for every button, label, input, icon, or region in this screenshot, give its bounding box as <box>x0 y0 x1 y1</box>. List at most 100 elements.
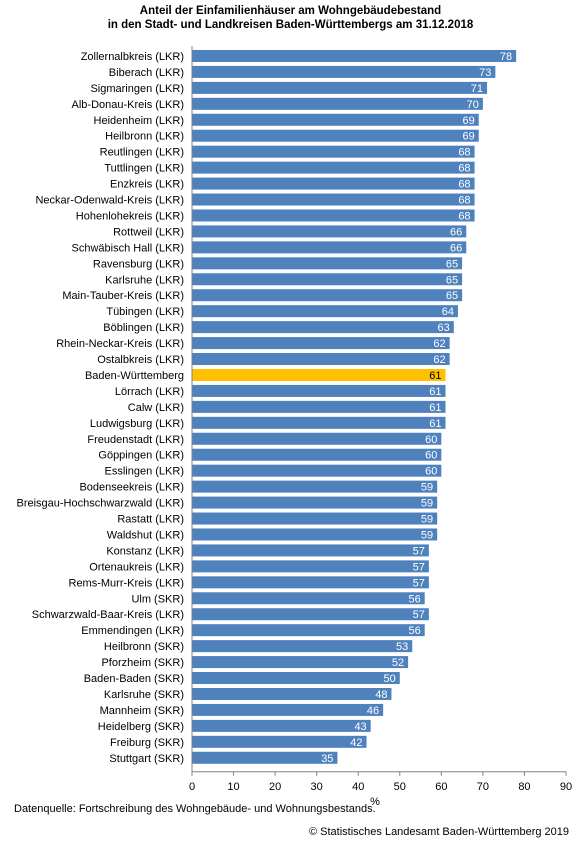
data-label: 59 <box>421 482 433 494</box>
data-label: 59 <box>421 514 433 526</box>
bar <box>192 257 463 270</box>
data-label: 50 <box>384 673 396 685</box>
category-label: Reutlingen (LKR) <box>100 147 184 159</box>
data-source: Datenquelle: Fortschreibung des Wohngebä… <box>14 803 376 815</box>
bar <box>192 432 442 445</box>
category-label: Breisgau-Hochschwarzwald (LKR) <box>16 498 184 510</box>
data-label: 57 <box>413 561 425 573</box>
category-label: Rems-Murr-Kreis (LKR) <box>69 577 185 589</box>
category-label: Göppingen (LKR) <box>98 450 184 462</box>
bar <box>192 81 488 94</box>
x-tick-label: 30 <box>311 781 323 793</box>
x-tick-label: 10 <box>227 781 239 793</box>
bar <box>192 592 425 605</box>
category-label: Baden-Württemberg <box>85 370 184 382</box>
bar <box>192 480 438 493</box>
bar <box>192 65 496 78</box>
category-label: Main-Tauber-Kreis (LKR) <box>62 290 184 302</box>
chart-title: Anteil der Einfamilienhäuser am Wohngebä… <box>0 4 581 32</box>
data-label: 64 <box>442 306 454 318</box>
category-label: Ostalbkreis (LKR) <box>97 354 184 366</box>
category-label: Ortenaukreis (LKR) <box>89 561 184 573</box>
bar <box>192 97 483 110</box>
data-label: 68 <box>458 163 470 175</box>
bar <box>192 209 475 222</box>
data-label: 60 <box>425 450 437 462</box>
category-label: Alb-Donau-Kreis (LKR) <box>72 99 184 111</box>
category-label: Heilbronn (SKR) <box>104 641 184 653</box>
category-label: Bodenseekreis (LKR) <box>79 482 184 494</box>
bar <box>192 241 467 254</box>
bar <box>192 145 475 158</box>
x-tick-label: 60 <box>435 781 447 793</box>
category-label: Esslingen (LKR) <box>105 466 184 478</box>
category-label: Freiburg (SKR) <box>110 737 184 749</box>
data-label: 57 <box>413 609 425 621</box>
chart-title-line1: Anteil der Einfamilienhäuser am Wohngebä… <box>139 5 442 17</box>
bar <box>192 464 442 477</box>
bar <box>192 49 517 62</box>
category-label: Neckar-Odenwald-Kreis (LKR) <box>35 195 184 207</box>
category-label: Waldshut (LKR) <box>107 529 184 541</box>
bar <box>192 177 475 190</box>
bar <box>192 129 479 142</box>
bar <box>192 193 475 206</box>
x-tick-label: 0 <box>189 781 195 793</box>
data-label: 66 <box>450 226 462 238</box>
category-label: Lörrach (LKR) <box>115 386 184 398</box>
category-label: Hohenlohekreis (LKR) <box>76 210 184 222</box>
category-label: Mannheim (SKR) <box>100 705 184 717</box>
data-label: 68 <box>458 147 470 159</box>
data-label: 59 <box>421 498 433 510</box>
category-label: Biberach (LKR) <box>109 67 184 79</box>
data-label: 73 <box>479 67 491 79</box>
data-label: 46 <box>367 705 379 717</box>
copyright: © Statistisches Landesamt Baden-Württemb… <box>308 826 569 838</box>
x-tick-label: 90 <box>560 781 572 793</box>
bar <box>192 576 429 589</box>
bar <box>192 496 438 509</box>
bar <box>192 113 479 126</box>
data-label: 65 <box>446 290 458 302</box>
category-label: Ludwigsburg (LKR) <box>90 418 184 430</box>
data-label: 56 <box>408 593 420 605</box>
category-label: Rottweil (LKR) <box>113 226 184 238</box>
x-axis-label: % <box>370 796 380 808</box>
bar <box>192 656 409 669</box>
category-label: Baden-Baden (SKR) <box>84 673 184 685</box>
data-label: 62 <box>433 338 445 350</box>
category-label: Freudenstadt (LKR) <box>87 434 184 446</box>
category-label: Karlsruhe (LKR) <box>105 274 184 286</box>
chart-title-line2: in den Stadt- und Landkreisen Baden-Würt… <box>107 19 474 31</box>
data-label: 52 <box>392 657 404 669</box>
category-label: Enzkreis (LKR) <box>110 179 184 191</box>
data-label: 66 <box>450 242 462 254</box>
data-label: 48 <box>375 689 387 701</box>
data-label: 53 <box>396 641 408 653</box>
data-label: 60 <box>425 434 437 446</box>
category-label: Tuttlingen (LKR) <box>104 163 184 175</box>
data-label: 42 <box>350 737 362 749</box>
data-label: 61 <box>429 418 441 430</box>
bar <box>192 225 467 238</box>
bar <box>192 448 442 461</box>
bar <box>192 528 438 541</box>
category-label: Emmendingen (LKR) <box>81 625 184 637</box>
x-tick-label: 80 <box>518 781 530 793</box>
bar <box>192 384 446 397</box>
category-label: Konstanz (LKR) <box>106 545 184 557</box>
x-tick-label: 50 <box>394 781 406 793</box>
bar <box>192 305 458 318</box>
data-label: 69 <box>462 131 474 143</box>
data-label: 65 <box>446 258 458 270</box>
category-label: Zollernalbkreis (LKR) <box>81 51 184 63</box>
category-label: Schwarzwald-Baar-Kreis (LKR) <box>32 609 184 621</box>
bar <box>192 161 475 174</box>
bar <box>192 703 384 716</box>
data-label: 59 <box>421 529 433 541</box>
x-tick-label: 70 <box>477 781 489 793</box>
bar <box>192 640 413 653</box>
category-label: Ravensburg (LKR) <box>93 258 184 270</box>
bar <box>192 273 463 286</box>
category-label: Calw (LKR) <box>128 402 184 414</box>
